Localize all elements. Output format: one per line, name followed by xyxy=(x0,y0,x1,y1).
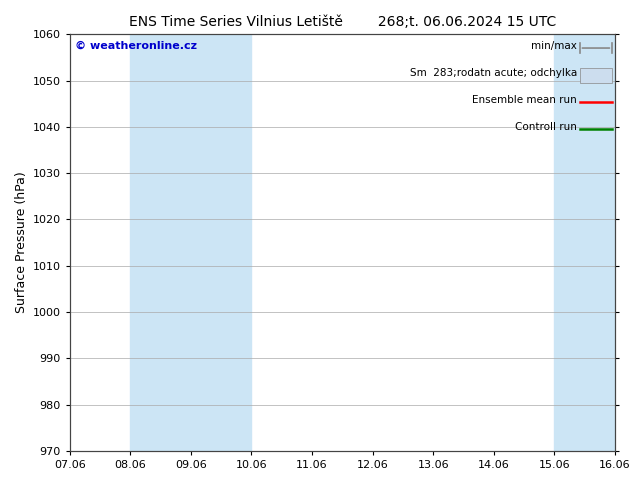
Title: ENS Time Series Vilnius Letiště        268;t. 06.06.2024 15 UTC: ENS Time Series Vilnius Letiště 268;t. 0… xyxy=(129,15,556,29)
Text: Sm  283;rodatn acute; odchylka: Sm 283;rodatn acute; odchylka xyxy=(410,68,577,77)
Text: Ensemble mean run: Ensemble mean run xyxy=(472,95,577,105)
Text: © weatheronline.cz: © weatheronline.cz xyxy=(75,41,197,50)
Bar xyxy=(131,34,252,451)
Bar xyxy=(554,34,615,451)
Text: Controll run: Controll run xyxy=(515,122,577,132)
Bar xyxy=(579,68,612,83)
Y-axis label: Surface Pressure (hPa): Surface Pressure (hPa) xyxy=(15,172,29,314)
Text: min/max: min/max xyxy=(531,41,577,50)
